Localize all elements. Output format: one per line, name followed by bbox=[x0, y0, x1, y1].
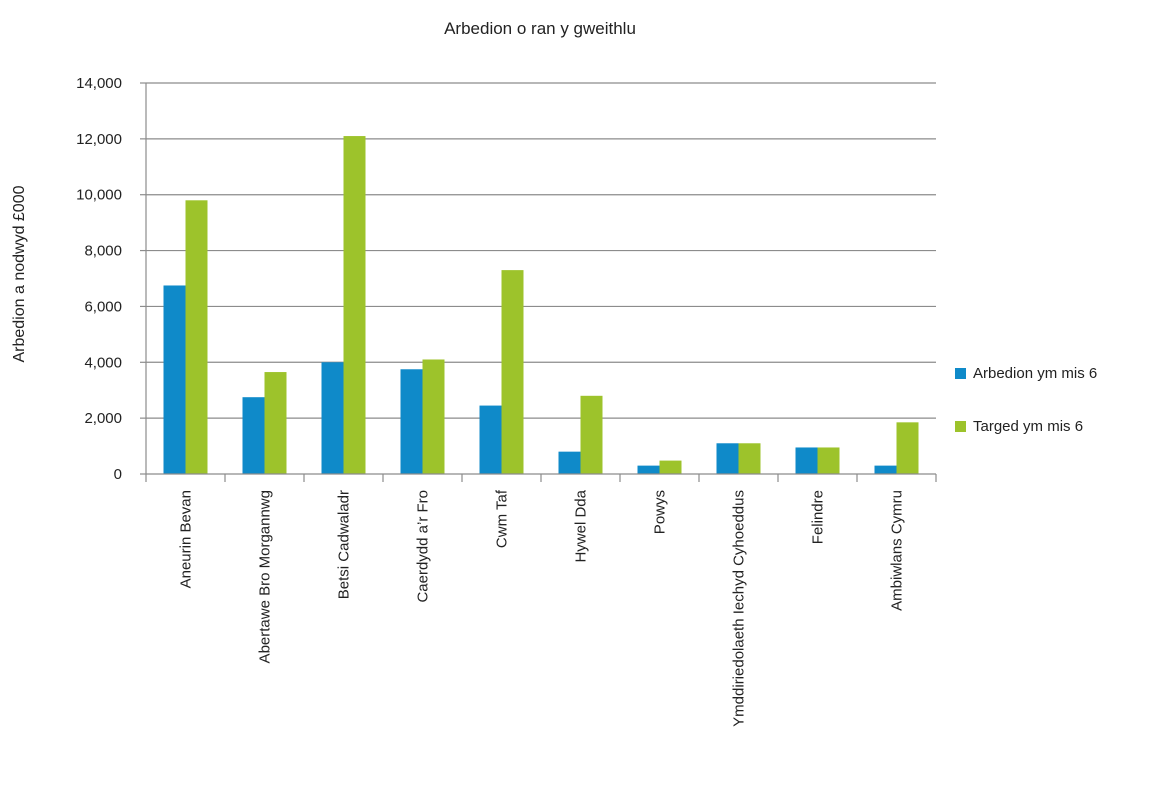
y-tick-label: 2,000 bbox=[84, 410, 122, 427]
bar-targed bbox=[817, 447, 840, 474]
y-axis-label: Arbedion a nodwyd £000 bbox=[11, 185, 28, 362]
y-tick-label: 4,000 bbox=[84, 354, 122, 371]
bar-arbedion bbox=[242, 397, 265, 474]
y-tick-labels: 0 2,000 4,000 6,000 8,000 10,000 12,000 14,000 bbox=[76, 75, 122, 483]
y-tick-label: 0 bbox=[114, 466, 122, 483]
bar-arbedion bbox=[637, 465, 660, 474]
bars bbox=[163, 136, 919, 475]
bar-arbedion bbox=[479, 405, 502, 474]
legend-label: Arbedion ym mis 6 bbox=[973, 365, 1097, 382]
category-label: Abertawe Bro Morgannwg bbox=[257, 490, 274, 663]
y-tick-label: 6,000 bbox=[84, 298, 122, 315]
category-label: Felindre bbox=[810, 490, 827, 544]
category-label: Cwm Taf bbox=[494, 489, 511, 548]
bar-arbedion bbox=[163, 285, 186, 474]
legend-label: Targed ym mis 6 bbox=[973, 418, 1083, 435]
bar-targed bbox=[896, 422, 919, 474]
bar-targed bbox=[422, 359, 445, 474]
legend-swatch bbox=[955, 368, 966, 379]
bar-targed bbox=[264, 372, 287, 474]
bar-targed bbox=[738, 443, 761, 474]
bar-arbedion bbox=[716, 443, 739, 474]
legend-swatch bbox=[955, 421, 966, 432]
category-label: Hywel Dda bbox=[573, 489, 590, 562]
x-axis bbox=[140, 82, 937, 482]
bar-targed bbox=[185, 200, 208, 475]
category-label: Betsi Cadwaladr bbox=[336, 490, 353, 599]
bar-targed bbox=[659, 460, 682, 474]
bar-arbedion bbox=[558, 451, 581, 474]
category-label: Powys bbox=[652, 490, 669, 534]
bar-targed bbox=[501, 270, 524, 474]
category-label: Aneurin Bevan bbox=[178, 490, 195, 588]
bar-targed bbox=[580, 395, 603, 474]
category-label: Caerdydd a’r Fro bbox=[415, 490, 432, 603]
y-tick-label: 12,000 bbox=[76, 131, 122, 148]
bar-targed bbox=[343, 136, 366, 475]
bar-arbedion bbox=[795, 447, 818, 474]
y-tick-label: 10,000 bbox=[76, 187, 122, 204]
bar-arbedion bbox=[400, 369, 423, 474]
bar-arbedion bbox=[321, 362, 344, 474]
legend: Arbedion ym mis 6 Targed ym mis 6 bbox=[955, 365, 1097, 435]
y-tick-label: 14,000 bbox=[76, 75, 122, 92]
chart-title: Arbedion o ran y gweithlu bbox=[444, 19, 636, 38]
category-labels: Aneurin Bevan Abertawe Bro Morgannwg Betsi… bbox=[178, 489, 906, 727]
category-label: Ymddiriedolaeth Iechyd Cyhoeddus bbox=[731, 490, 748, 727]
bar-arbedion bbox=[874, 465, 897, 474]
category-label: Ambiwlans Cymru bbox=[889, 490, 906, 611]
gridlines bbox=[146, 82, 936, 419]
y-tick-label: 8,000 bbox=[84, 243, 122, 260]
